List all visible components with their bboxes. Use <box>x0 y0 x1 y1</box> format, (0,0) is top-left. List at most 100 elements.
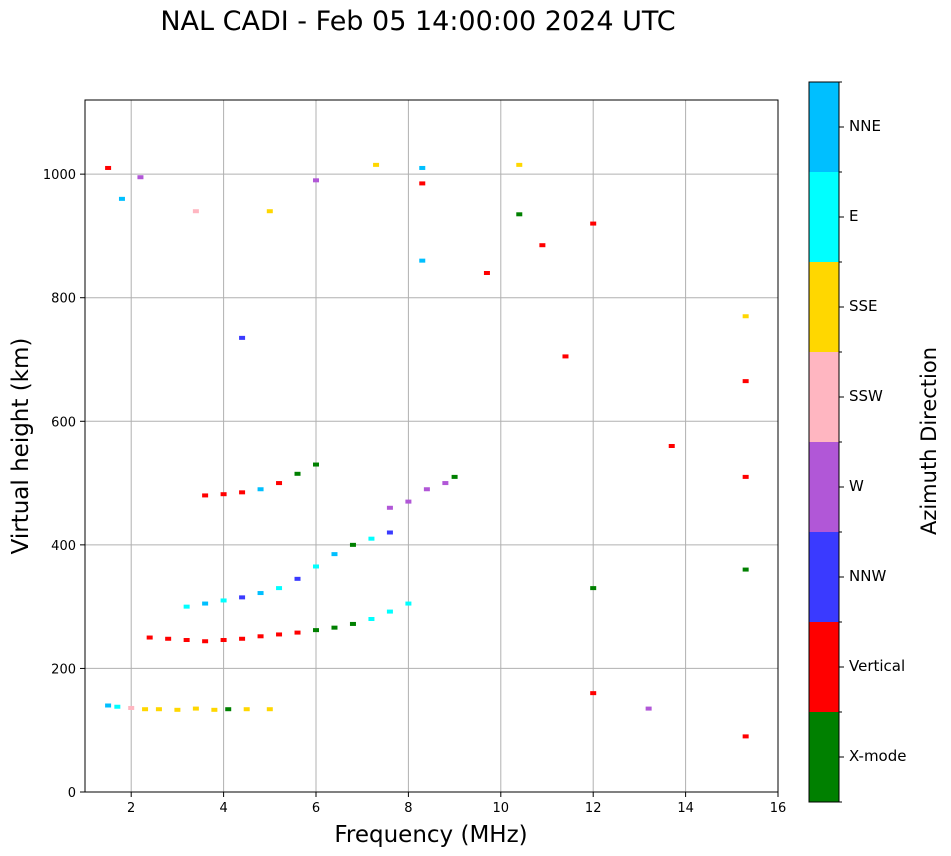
echo-point <box>331 552 338 557</box>
echo-point <box>211 707 218 712</box>
colorbar-title: Azimuth Direction <box>917 346 941 536</box>
colorbar-segment <box>809 712 839 802</box>
echo-point <box>386 609 393 614</box>
x-axis: 2 4 6 8 10 12 14 16 <box>127 792 786 816</box>
y-axis-label: Virtual height (km) <box>8 338 34 555</box>
echo-point <box>294 471 301 476</box>
echo-point <box>266 209 273 214</box>
echo-point <box>220 492 227 497</box>
y-tick-label: 200 <box>51 662 76 677</box>
echo-point <box>331 625 338 630</box>
echo-point <box>645 706 652 711</box>
colorbar-segment <box>809 622 839 712</box>
echo-point <box>423 487 430 492</box>
echo-point <box>266 707 273 712</box>
echo-point <box>174 707 181 712</box>
echo-point <box>239 636 246 641</box>
echo-point <box>419 181 426 186</box>
colorbar-label: NNW <box>849 567 887 585</box>
echo-point <box>349 542 356 547</box>
echo-point <box>142 707 149 712</box>
echo-point <box>294 576 301 581</box>
echo-point <box>668 444 675 448</box>
x-axis-label: Frequency (MHz) <box>334 822 527 848</box>
colorbar-label: SSE <box>849 297 878 315</box>
echo-point <box>313 462 319 467</box>
colorbar-segment <box>809 442 839 532</box>
echo-point <box>516 162 523 167</box>
x-tick-label: 16 <box>770 801 787 816</box>
echo-point <box>257 591 264 596</box>
echo-point <box>405 601 412 606</box>
azimuth-colorbar <box>808 81 844 803</box>
echo-point <box>155 707 162 712</box>
x-tick-label: 12 <box>585 801 602 816</box>
echo-point <box>442 481 449 486</box>
colorbar-label: NNE <box>849 117 881 135</box>
echo-point <box>590 221 597 226</box>
echo-point <box>590 691 597 696</box>
echo-point <box>146 635 153 640</box>
chart-title: NAL CADI - Feb 05 14:00:00 2024 UTC <box>160 6 676 37</box>
echo-point <box>118 196 125 201</box>
echo-point <box>313 628 319 633</box>
colorbar-label: Vertical <box>849 657 906 675</box>
echo-point <box>539 243 546 248</box>
x-tick-label: 2 <box>127 801 135 816</box>
y-tick-label: 0 <box>68 786 76 801</box>
echo-point <box>386 505 393 510</box>
colorbar-label: W <box>849 477 864 495</box>
echo-point <box>419 165 426 170</box>
echo-point <box>239 335 246 340</box>
echo-point <box>276 481 283 486</box>
x-tick-label: 8 <box>404 801 412 816</box>
echo-point <box>742 734 749 739</box>
echo-marks <box>105 162 749 739</box>
echo-point <box>313 564 319 569</box>
y-tick-label: 600 <box>51 415 76 430</box>
echo-point <box>137 175 144 180</box>
echo-point <box>451 474 458 479</box>
echo-point <box>349 621 356 626</box>
echo-point <box>257 634 264 639</box>
echo-point <box>220 638 227 643</box>
echo-point <box>742 567 749 572</box>
echo-point <box>243 707 250 712</box>
echo-point <box>257 487 264 492</box>
echo-point <box>742 379 749 384</box>
echo-point <box>368 536 375 541</box>
echo-point <box>192 706 199 711</box>
echo-point <box>742 474 749 479</box>
echo-point <box>483 271 490 275</box>
echo-point <box>239 490 246 495</box>
echo-point <box>220 598 227 603</box>
y-axis: 0 200 400 600 800 1000 <box>43 168 85 801</box>
echo-point <box>294 630 301 635</box>
colorbar-segment <box>809 352 839 442</box>
colorbar-segment <box>809 262 839 352</box>
echo-point <box>373 162 380 167</box>
echo-point <box>202 639 209 644</box>
echo-point <box>313 178 319 183</box>
echo-point <box>202 493 209 498</box>
echo-point <box>192 209 199 214</box>
colorbar-segment <box>809 82 839 172</box>
echo-point <box>202 601 209 606</box>
echo-point <box>516 212 523 217</box>
echo-point <box>239 595 246 600</box>
x-tick-label: 10 <box>493 801 510 816</box>
echo-point <box>590 586 597 591</box>
echo-point <box>105 703 112 708</box>
colorbar-label: X-mode <box>849 747 907 765</box>
x-tick-label: 6 <box>312 801 320 816</box>
colorbar-segment <box>809 172 839 262</box>
echo-point <box>114 704 121 709</box>
y-tick-label: 400 <box>51 539 76 554</box>
x-tick-label: 4 <box>219 801 227 816</box>
y-tick-label: 1000 <box>43 168 76 183</box>
echo-point <box>562 354 569 359</box>
echo-point <box>276 632 283 637</box>
colorbar-segment <box>809 532 839 622</box>
echo-point <box>183 604 190 609</box>
